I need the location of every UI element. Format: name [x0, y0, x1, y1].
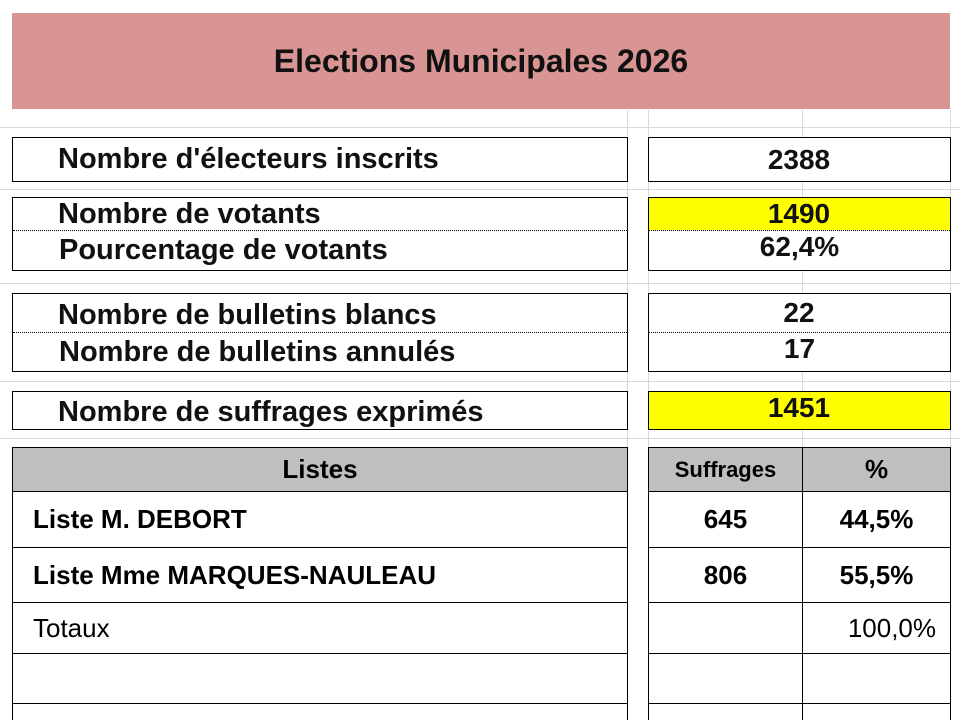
empty-cell — [648, 703, 803, 720]
stat-value: 62,4% — [649, 230, 950, 270]
table-header: Suffrages — [648, 447, 803, 492]
stats-box — [12, 137, 628, 182]
empty-cell — [648, 602, 803, 654]
stat-value: 22 — [783, 297, 815, 328]
stats-box — [12, 391, 628, 430]
stat-value: 1451 — [767, 392, 831, 423]
highlight — [649, 198, 950, 230]
list-votes: 806 — [648, 547, 803, 603]
table-header: % — [802, 447, 951, 492]
stat-value: 2388 — [767, 143, 831, 175]
title: Elections Municipales 2026 — [12, 13, 950, 109]
list-name: Liste M. DEBORT — [12, 491, 628, 548]
list-percent: 44,5% — [802, 491, 951, 548]
totals-percent: 100,0% — [802, 602, 951, 654]
empty-cell — [802, 703, 951, 720]
list-percent: 55,5% — [802, 547, 951, 603]
stat-label: Nombre de bulletins annulés — [13, 332, 627, 371]
stat-value: 1490 — [767, 198, 831, 229]
empty-cell — [802, 653, 951, 704]
stat-label: Nombre de votants — [58, 197, 321, 230]
empty-cell — [12, 653, 628, 704]
stat-label: Pourcentage de votants — [13, 230, 627, 270]
stat-value: 17 — [649, 332, 950, 371]
stat-label: Nombre de suffrages exprimés — [58, 396, 484, 428]
stat-label: Nombre de bulletins blancs — [58, 299, 437, 331]
totals-label: Totaux — [12, 602, 628, 654]
stats-box — [12, 197, 628, 271]
list-votes: 645 — [648, 491, 803, 548]
list-name: Liste Mme MARQUES-NAULEAU — [12, 547, 628, 603]
stats-box — [648, 137, 951, 182]
stat-label: Nombre d'électeurs inscrits — [58, 143, 439, 175]
table-header: Listes — [12, 447, 628, 492]
empty-cell — [648, 653, 803, 704]
empty-cell — [12, 703, 628, 720]
stats-box — [648, 391, 951, 430]
